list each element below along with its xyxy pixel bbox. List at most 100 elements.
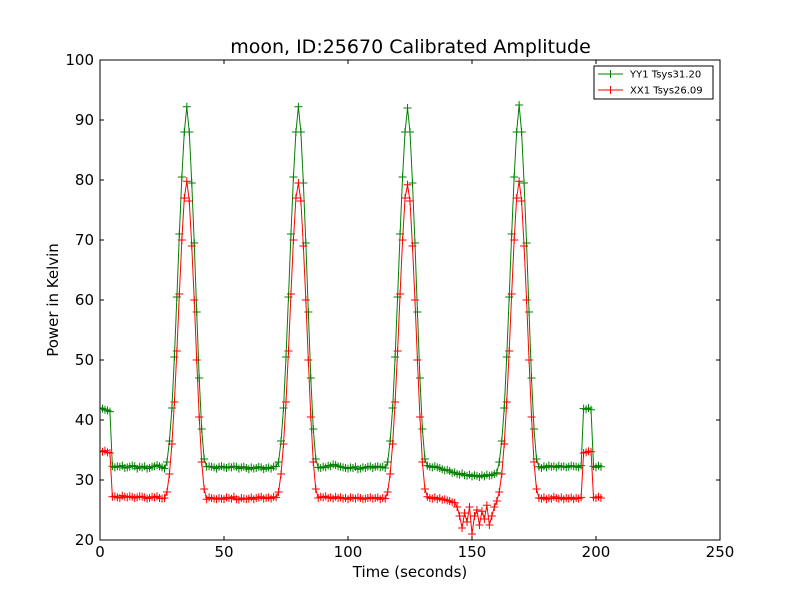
data-point-1-148 — [463, 518, 472, 526]
data-point-1-120 — [393, 347, 402, 355]
data-point-0-129 — [415, 374, 424, 382]
data-point-1-79 — [291, 194, 300, 202]
data-point-0-173 — [525, 308, 534, 316]
data-point-0-71 — [272, 462, 281, 471]
data-point-1-166 — [507, 290, 516, 298]
data-point-0-81 — [296, 128, 305, 136]
data-point-1-118 — [388, 440, 397, 448]
x-tick-label-4: 200 — [582, 543, 611, 561]
data-point-0-35 — [182, 102, 191, 111]
data-point-1-157 — [485, 521, 494, 529]
data-point-1-123 — [401, 194, 410, 202]
data-point-1-198 — [587, 447, 596, 456]
data-point-1-143 — [450, 498, 459, 507]
data-point-0-128 — [413, 308, 422, 316]
x-tick-label-5: 250 — [706, 543, 735, 561]
data-point-1-74 — [279, 440, 288, 448]
series-1 — [100, 177, 605, 538]
data-point-0-169 — [515, 101, 524, 109]
data-point-0-78 — [289, 173, 298, 181]
legend: YY1 Tsys31.20 XX1 Tsys26.09 — [593, 65, 714, 100]
y-tick-label-5: 70 — [75, 231, 94, 249]
data-point-1-77 — [286, 290, 295, 298]
data-point-1-128 — [413, 356, 422, 364]
data-point-1-115 — [381, 494, 390, 503]
data-point-0-41 — [197, 425, 206, 433]
data-point-0-27 — [162, 458, 171, 466]
data-point-0-163 — [500, 404, 509, 412]
data-point-1-29 — [167, 440, 176, 448]
data-point-0-125 — [406, 128, 414, 136]
y-tick-label-3: 50 — [75, 351, 94, 369]
data-point-0-167 — [510, 173, 519, 181]
series-0 — [100, 101, 605, 481]
data-point-1-163 — [500, 440, 509, 448]
data-point-0-37 — [187, 179, 196, 187]
data-point-0-194 — [577, 461, 586, 470]
data-point-1-31 — [172, 347, 181, 355]
data-point-1-121 — [396, 290, 405, 298]
data-point-1-82 — [299, 242, 308, 250]
data-point-1-84 — [304, 356, 313, 364]
data-point-0-4 — [105, 407, 114, 416]
data-point-1-39 — [192, 356, 201, 364]
data-point-0-33 — [177, 173, 186, 181]
data-point-0-26 — [160, 464, 169, 473]
data-point-1-130 — [418, 458, 427, 466]
data-point-1-162 — [497, 470, 506, 478]
data-point-0-130 — [418, 425, 427, 433]
legend-marker-yy1 — [606, 70, 615, 78]
data-point-0-84 — [304, 308, 313, 316]
legend-entry-yy1: YY1 Tsys31.20 — [598, 70, 701, 81]
data-point-1-71 — [272, 493, 281, 502]
data-point-1-172 — [522, 296, 531, 304]
data-point-1-80 — [294, 179, 303, 187]
data-point-1-72 — [274, 488, 283, 496]
data-point-1-147 — [460, 509, 469, 517]
y-tick-label-4: 60 — [75, 291, 94, 309]
data-point-1-174 — [527, 413, 536, 421]
data-point-1-156 — [482, 501, 491, 510]
y-axis: 20 30 40 50 60 70 80 90 100 — [65, 51, 720, 549]
data-point-1-117 — [386, 470, 395, 478]
data-point-0-72 — [274, 458, 283, 466]
data-point-1-153 — [475, 521, 484, 529]
data-point-1-116 — [383, 488, 392, 496]
data-point-1-176 — [532, 485, 541, 493]
data-point-1-167 — [510, 236, 519, 244]
data-point-0-36 — [185, 128, 194, 136]
data-point-0-29 — [167, 404, 176, 412]
data-point-0-124 — [403, 104, 412, 112]
data-point-1-175 — [530, 458, 538, 466]
y-tick-label-1: 30 — [75, 471, 94, 489]
y-tick-label-7: 90 — [75, 111, 94, 129]
data-point-0-202 — [596, 462, 605, 471]
data-point-0-80 — [294, 102, 303, 111]
data-point-1-171 — [520, 242, 529, 250]
data-point-0-118 — [388, 404, 397, 412]
data-point-1-122 — [398, 236, 407, 244]
data-point-1-126 — [408, 242, 417, 250]
data-point-1-35 — [182, 177, 191, 186]
x-axis: 0 50 100 150 200 250 — [95, 60, 734, 561]
data-point-0-170 — [517, 128, 526, 136]
data-point-0-115 — [381, 464, 390, 472]
data-point-1-129 — [415, 413, 424, 421]
data-point-1-169 — [515, 177, 524, 186]
x-tick-label-3: 150 — [458, 543, 487, 561]
legend-box — [593, 65, 714, 100]
data-point-1-131 — [420, 485, 429, 493]
data-point-0-160 — [492, 468, 501, 477]
data-point-1-119 — [391, 398, 400, 406]
data-point-1-158 — [487, 512, 496, 520]
data-point-0-74 — [279, 404, 288, 412]
data-point-1-170 — [517, 197, 526, 205]
data-point-0-86 — [309, 425, 318, 433]
data-point-1-165 — [505, 347, 514, 355]
data-point-1-36 — [185, 197, 194, 205]
data-point-1-173 — [525, 356, 534, 364]
data-point-0-198 — [587, 405, 596, 414]
data-point-1-28 — [165, 470, 174, 478]
data-point-0-122 — [398, 173, 407, 181]
